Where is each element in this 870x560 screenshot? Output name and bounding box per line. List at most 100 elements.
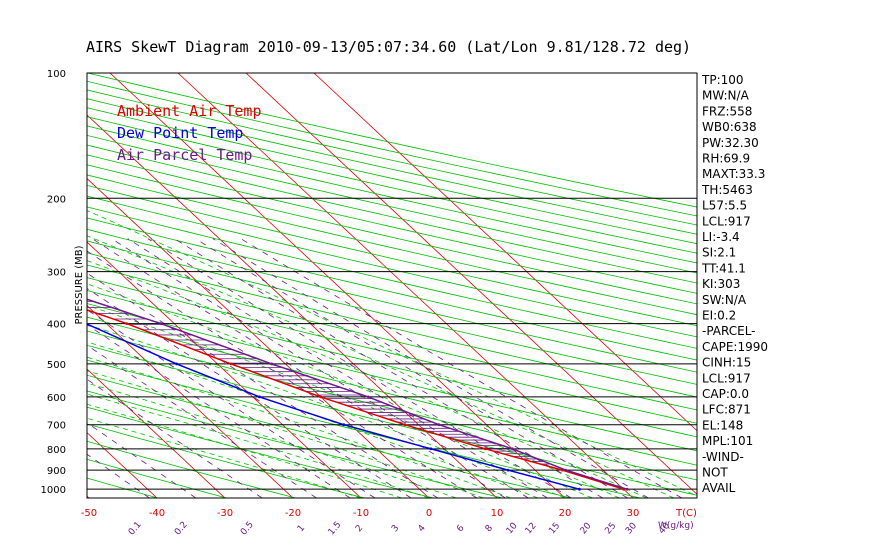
stat-line: NOT [702,466,728,480]
temp-tick-bottom: -30 [217,508,233,519]
stat-line: CAP:0.0 [702,387,749,401]
temp-tick-bottom: -50 [81,508,97,519]
stat-line: WB0:638 [702,120,757,134]
moist-adiabat-line [87,417,362,498]
dry-adiabat-line [87,277,697,424]
mixing-ratio-line [87,324,351,498]
ambient-temp-point [319,395,323,399]
pressure-tick-label: 300 [47,268,66,279]
mixing-ratio-tick: 0.2 [173,520,190,537]
dry-adiabat-line [87,164,697,305]
moist-adiabat-line [87,304,593,498]
pressure-tick-label: 1000 [41,485,66,496]
pressure-tick-label: 100 [47,69,66,80]
stat-line: SI:2.1 [702,246,736,260]
pressure-tick-label: 800 [47,445,66,456]
stat-line: MPL:101 [702,434,753,448]
stat-line: FRZ:558 [702,104,752,118]
dewpoint-point [506,468,510,472]
skewt-grid [0,73,697,498]
moist-adiabat-line [87,382,457,498]
stat-line: TP:100 [701,73,744,87]
parcel-temp-line [87,298,628,490]
moist-adiabat-line [87,356,511,498]
dry-adiabat-line [87,217,697,361]
dry-adiabat-line [87,440,296,498]
mixing-ratio-line [87,287,412,498]
moist-adiabat-line [87,370,484,498]
stat-line: LI:-3.4 [702,230,740,244]
legend-item: Ambient Air Temp [117,102,262,120]
dry-adiabat-line [87,359,641,498]
dry-adiabat-line [87,406,434,498]
parcel-temp-point [2,270,5,273]
temp-tick-bottom: -40 [149,508,165,519]
temp-tick-bottom: 30 [627,508,640,519]
mixing-ratio-line [87,422,197,498]
mixing-ratio-tick: 12 [524,521,539,536]
mixing-ratio-line [147,238,572,498]
dewpoint-point [578,487,581,491]
mixing-ratio-tick: 2 [354,523,365,534]
stat-line: KI:303 [702,277,740,291]
pressure-tick-label: 700 [47,421,66,432]
mixing-ratio-line [87,309,376,498]
stat-line: RH:69.9 [702,152,750,166]
dry-adiabat-line [87,303,697,452]
dry-adiabat-line [87,423,365,498]
dewpoint-point [429,447,433,451]
legend-item: Dew Point Temp [117,124,243,142]
parcel-temp-point [437,423,441,427]
dry-adiabat-line [87,458,227,498]
mixing-ratio-line [212,238,649,498]
stat-line: LFC:871 [702,403,751,417]
ambient-temp-point [403,423,407,427]
moist-adiabat-line [87,324,566,498]
plot-frame [86,72,698,499]
mixing-ratio-tick: 3 [390,523,401,534]
stat-line: LCL:917 [702,214,751,228]
parcel-temp-point [270,362,274,366]
legend: Ambient Air Temp Dew Point Temp Air Parcel… [117,102,262,164]
parcel-temp-point [625,487,629,491]
series-layer [2,270,629,491]
stat-line: AVAIL [702,481,736,495]
isotherm-line [87,368,226,498]
dewpoint-point [175,362,179,366]
dry-adiabat-line [87,390,503,498]
legend-item: Air Parcel Temp [117,146,252,164]
stat-line: LCL:917 [702,371,751,385]
dry-adiabat-line [87,374,572,498]
mixing-ratio-line [195,238,628,498]
mixing-ratio-line [87,272,439,498]
stat-line: -PARCEL- [702,324,756,338]
mixing-ratio-label: W(g/kg) [658,521,694,531]
mixing-ratio-tick: 15 [547,521,562,536]
ambient-temp-point [125,322,129,325]
ambient-temp-line [87,309,624,490]
mixing-ratio-line [87,344,317,498]
temp-tick-bottom: 0 [426,508,432,519]
moist-adiabat-line [87,393,430,498]
x-axis-label: T(C) [675,508,697,519]
isotherm-line [0,73,21,498]
isotherm-line [87,241,362,498]
mixing-ratio-line [127,238,548,498]
dry-adiabat-line [87,316,697,466]
parcel-temp-point [159,322,163,325]
stat-line: TT:41.1 [701,261,746,275]
mixing-ratio-tick: 0.5 [239,520,256,537]
parcel-temp-point [511,447,514,451]
stat-line: TH:5463 [701,183,753,197]
isotherm-line [177,73,634,498]
dry-adiabat-line [87,264,697,411]
dry-adiabat-line [87,195,697,338]
isotherm-line [87,114,498,498]
dry-adiabat-line [87,344,697,496]
dry-adiabat-line [87,240,697,385]
stat-line: -WIND- [702,450,744,464]
stat-line: L57:5.5 [702,199,747,213]
mixing-ratio-tick: 10 [505,521,520,536]
temp-tick-bottom: -10 [353,508,369,519]
